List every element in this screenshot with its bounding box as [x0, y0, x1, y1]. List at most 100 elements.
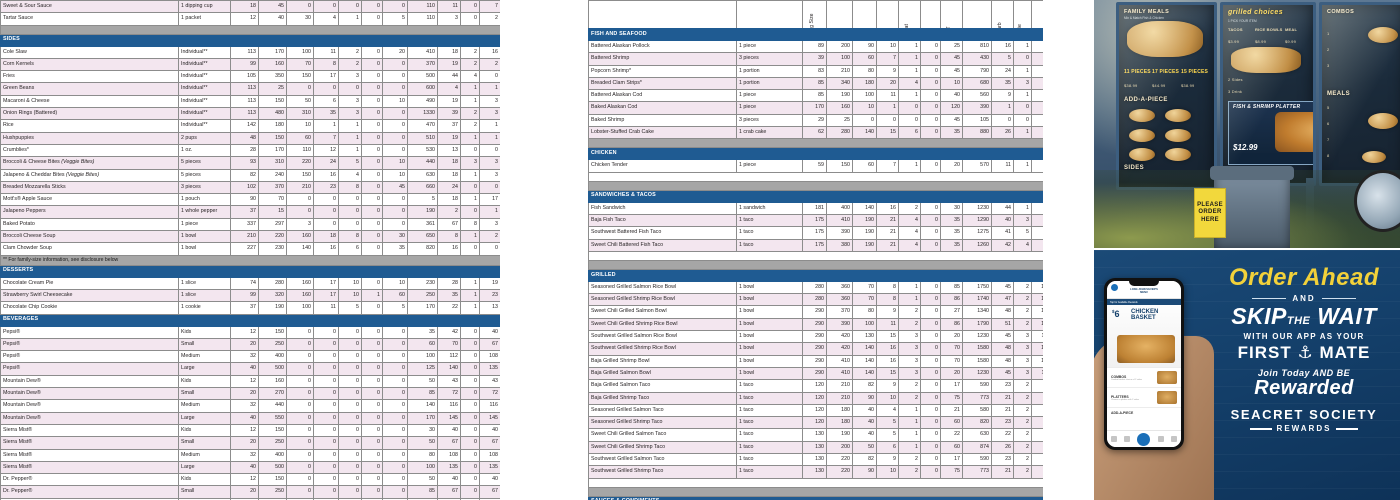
nav-home-icon[interactable] — [1110, 436, 1117, 442]
grilled-col-meal: MEAL — [1285, 27, 1298, 32]
nutrient-value-6: 70 — [940, 342, 963, 356]
app-list-item-add-a-piece[interactable]: ADD-A-PIECE — [1107, 407, 1181, 418]
nutrient-value-1: 297 — [258, 217, 287, 232]
nutrient-value-1: 40 — [258, 12, 287, 26]
nutrient-value-6: 45 — [940, 113, 963, 128]
nutrient-value-0: 113 — [230, 107, 259, 121]
nutrient-value-6: 20 — [382, 45, 408, 59]
nutrient-value-10: 13 — [479, 301, 500, 315]
table-row: Jalapeno & Cheddar Bites (Veggie Bites) 5… — [0, 168, 500, 182]
nutrient-value-9: 2 — [1013, 280, 1032, 295]
nutrient-value-5: 0 — [361, 411, 383, 425]
item-name: Hushpuppies — [0, 131, 179, 145]
table-row: Chocolate Cream Pie 1 slice 74 280 160 17 10 0 1… — [0, 276, 500, 290]
item-serving: 1 piece — [736, 89, 803, 103]
nutrient-value-10: 7 — [479, 0, 500, 14]
menu-board-panel-combos: COMBOS 1 2 3 MEALS 5 6 7 8 — [1319, 2, 1400, 186]
nutrient-value-6: 0 — [382, 143, 408, 158]
item-serving: 1 bowl — [736, 305, 803, 319]
item-serving: 1 piece — [736, 39, 803, 54]
app-rewards-bar[interactable]: Tap for Available Rewards — [1107, 299, 1181, 305]
rewards-dash-left — [1249, 428, 1272, 430]
nav-account-icon[interactable] — [1171, 436, 1178, 442]
nutrient-value-8: 40 — [437, 423, 461, 438]
nutrient-value-8: 16 — [437, 242, 461, 256]
nutrient-value-6: 0 — [382, 423, 408, 438]
nutrient-value-1: 150 — [258, 423, 287, 438]
header-cal-from-fat — [852, 0, 877, 28]
nutrient-value-2: 100 — [286, 301, 314, 315]
nutrient-value-10: 2 — [479, 230, 500, 244]
app-bottom-nav[interactable] — [1107, 430, 1181, 447]
nutrient-value-10: 3 — [479, 156, 500, 170]
nutrient-value-4: 1 — [898, 64, 921, 78]
nutrient-value-10: 0 — [1031, 113, 1043, 128]
nutrient-value-9: 0 — [460, 436, 480, 450]
nutrient-value-2: 100 — [286, 45, 314, 59]
nutrient-value-9: 1 — [460, 131, 480, 145]
app-list-item-combos[interactable]: COMBOS Combo basket choice of 2 sides — [1107, 367, 1181, 387]
section-header-row: GRILLED — [588, 268, 1043, 282]
nutrient-value-8: 22 — [991, 428, 1014, 442]
nutrient-value-9: 0 — [460, 350, 480, 364]
nutrient-value-6: 0 — [382, 399, 408, 413]
nav-menu-icon[interactable] — [1124, 436, 1131, 442]
nutrient-value-8: 40 — [437, 473, 461, 487]
header-blank-serving — [736, 0, 803, 28]
nutrient-value-3: 7 — [313, 131, 339, 145]
item-name: Mountain Dew® — [0, 411, 179, 425]
nutrient-value-10: 3 — [1031, 126, 1043, 140]
nutrient-value-0: 40 — [230, 460, 259, 475]
ad-and-text: AND — [1292, 294, 1316, 303]
app-hero-promo[interactable]: $6 CHICKEN BASKET — [1107, 305, 1181, 367]
nutrient-value-4: 0 — [338, 387, 362, 401]
section-header-row: FISH AND SEAFOOD — [588, 28, 1043, 41]
nutrient-value-0: 20 — [230, 485, 259, 499]
nutrient-value-9: 0 — [460, 423, 480, 438]
nutrient-value-7: 590 — [962, 453, 992, 467]
nutrient-value-9: 2 — [460, 119, 480, 133]
item-name: Baked Shrimp — [588, 113, 737, 128]
nav-order-icon[interactable] — [1137, 432, 1151, 446]
spacer-row — [588, 180, 1043, 191]
nutrition-column-header-strip: Serving Size Sat T Carb Die — [588, 0, 1043, 28]
nutrient-value-9: 4 — [460, 70, 480, 84]
nutrient-value-4: 3 — [338, 107, 362, 121]
nutrient-value-10: 19 — [479, 276, 500, 290]
item-name: Pepsi® — [0, 350, 179, 364]
nutrient-value-0: 227 — [230, 242, 259, 256]
section-title: DESSERTS — [0, 264, 500, 278]
and-be-text: AND BE — [1312, 368, 1351, 378]
nutrient-value-5: 0 — [920, 52, 941, 66]
nutrient-value-7: 1260 — [962, 238, 992, 252]
nav-rewards-icon[interactable] — [1157, 436, 1164, 442]
item-name: Baja Fish Taco — [588, 213, 737, 228]
nutrient-value-9: 0 — [460, 387, 480, 401]
section-title: SANDWICHES & TACOS — [588, 189, 1043, 203]
blank-row — [588, 477, 1043, 488]
item-serving: Large — [178, 411, 231, 425]
nutrient-value-3: 0 — [313, 0, 339, 14]
nutrient-value-2: 60 — [286, 131, 314, 145]
nutrient-value-0: 181 — [802, 201, 827, 215]
blank-row — [588, 250, 1043, 261]
nutrient-value-4: 0 — [338, 193, 362, 207]
app-list-item-platters[interactable]: PLATTERS Choose a platter with 2 sides — [1107, 387, 1181, 407]
nutrient-value-6: 45 — [940, 64, 963, 78]
nutrient-value-9: 0 — [460, 180, 480, 195]
nutrient-value-3: 16 — [876, 354, 899, 368]
nutrient-value-5: 0 — [920, 201, 941, 215]
item-serving: 1 crab cake — [736, 126, 803, 140]
nutrient-value-5: 0 — [361, 473, 383, 487]
nutrient-value-4: 0 — [338, 350, 362, 364]
nutrient-value-0: 29 — [802, 113, 827, 128]
spacer-row — [588, 486, 1043, 497]
header-cholesterol: T — [940, 0, 963, 28]
item-serving: 1 taco — [736, 428, 803, 442]
nutrient-value-7: 50 — [407, 374, 438, 389]
nutrient-value-3: 16 — [876, 201, 899, 215]
app-account-icon[interactable] — [1111, 284, 1118, 291]
rewards-dash-right — [1336, 428, 1359, 430]
nutrient-value-0: 170 — [802, 101, 827, 115]
table-row: Baja Grilled Salmon Bowl 1 bowl 290 410 140 1… — [588, 366, 1043, 381]
